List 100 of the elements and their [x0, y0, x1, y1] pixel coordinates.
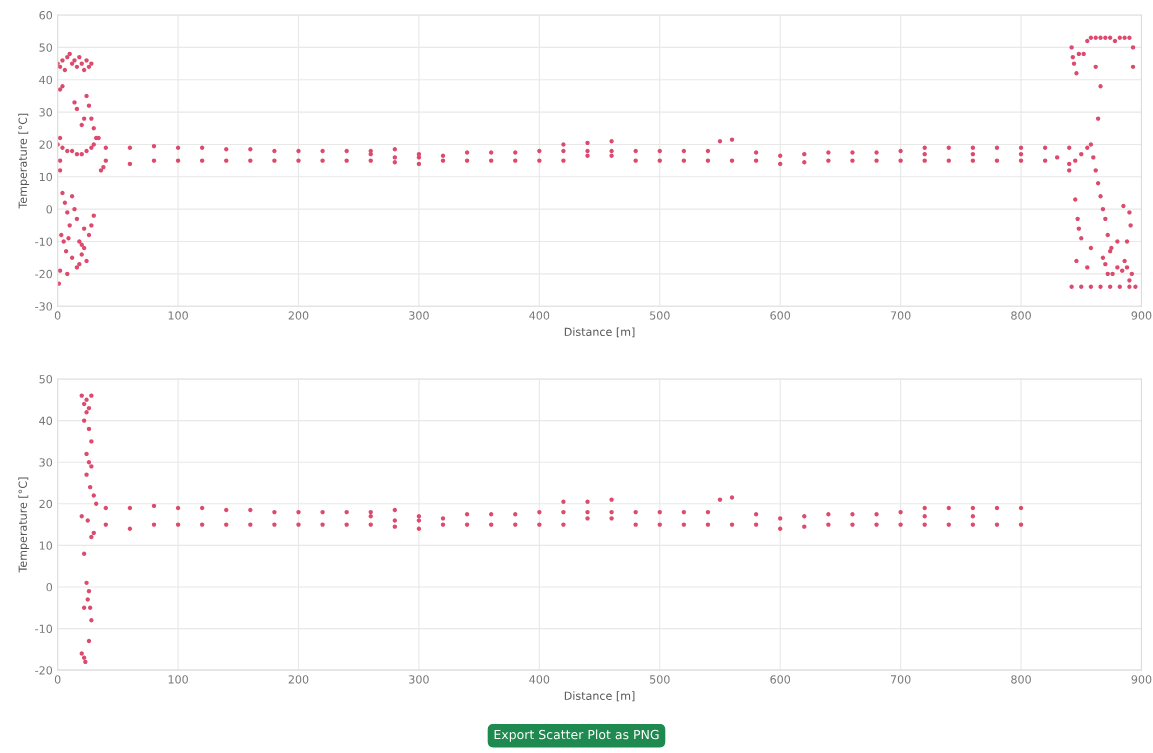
point: [296, 522, 301, 527]
point: [705, 158, 711, 163]
point: [609, 497, 614, 502]
point: [344, 148, 349, 154]
point: [633, 148, 638, 154]
point: [537, 509, 542, 515]
point: [970, 522, 976, 527]
point: [248, 522, 253, 527]
point: [103, 522, 109, 527]
point: [86, 638, 92, 644]
y-tick-label: 0: [46, 582, 53, 592]
point: [248, 147, 253, 152]
point: [224, 507, 229, 513]
point: [81, 418, 87, 423]
x-tick-label: 300: [409, 675, 429, 684]
x-tick-label: 700: [890, 675, 911, 684]
point: [729, 522, 735, 527]
point: [1042, 145, 1048, 150]
point: [970, 514, 976, 519]
point: [440, 516, 446, 521]
point: [970, 151, 976, 157]
point: [898, 522, 903, 527]
point: [850, 522, 855, 527]
point: [561, 522, 566, 527]
point: [633, 522, 638, 527]
point: [272, 158, 277, 163]
point: [320, 148, 325, 154]
point: [1067, 161, 1072, 167]
x-tick-label: 400: [529, 675, 550, 684]
point: [175, 145, 181, 150]
point: [1067, 145, 1072, 150]
x-tick-label: 0: [54, 311, 61, 320]
point: [392, 524, 398, 529]
point: [488, 158, 494, 163]
point: [93, 501, 99, 506]
point: [753, 522, 759, 527]
point: [585, 509, 590, 515]
y-axis-title: Temperature [°C]: [18, 477, 30, 573]
point: [753, 150, 759, 155]
point: [416, 526, 422, 531]
point: [89, 618, 94, 623]
point: [89, 439, 94, 444]
point: [609, 509, 614, 515]
x-tick-label: 500: [650, 311, 670, 320]
point: [84, 410, 89, 415]
point: [946, 505, 951, 511]
y-tick-label: 30: [39, 108, 53, 117]
point: [717, 139, 723, 144]
point: [87, 605, 93, 610]
point: [127, 526, 133, 531]
point: [513, 512, 518, 517]
point: [994, 145, 1000, 150]
point: [970, 505, 976, 511]
point: [802, 160, 807, 165]
x-tick-label: 900: [1131, 311, 1152, 320]
y-tick-label: 10: [39, 541, 53, 550]
point: [585, 140, 590, 146]
point: [561, 148, 566, 154]
point: [224, 147, 229, 152]
point: [344, 522, 349, 527]
point: [513, 522, 518, 527]
point: [705, 509, 711, 515]
point: [81, 605, 87, 610]
point: [633, 509, 638, 515]
point: [717, 497, 723, 502]
point: [778, 516, 783, 521]
point: [85, 597, 90, 602]
x-tick-label: 300: [409, 311, 429, 320]
y-tick-label: -20: [35, 269, 53, 279]
y-tick-label: 20: [39, 499, 53, 509]
point: [657, 522, 662, 527]
point: [91, 530, 96, 536]
point: [272, 148, 277, 154]
point: [681, 148, 687, 154]
point: [753, 158, 759, 163]
point: [537, 148, 542, 154]
point: [440, 158, 446, 163]
point: [609, 139, 614, 144]
point: [248, 158, 253, 163]
point: [946, 158, 951, 163]
point: [151, 503, 157, 509]
point: [1018, 522, 1024, 527]
point: [416, 161, 422, 167]
point: [79, 651, 84, 656]
x-tick-label: 400: [529, 311, 550, 320]
point: [681, 522, 687, 527]
point: [778, 153, 783, 158]
point: [464, 512, 470, 517]
point: [416, 155, 422, 160]
point: [320, 509, 325, 515]
point: [103, 505, 109, 511]
point: [681, 509, 687, 515]
point: [609, 148, 614, 154]
point: [464, 158, 470, 163]
y-tick-label: 40: [39, 75, 53, 85]
point: [84, 472, 89, 477]
point: [970, 158, 976, 163]
point: [922, 514, 927, 519]
y-tick-label: 0: [46, 205, 53, 214]
point: [898, 158, 903, 163]
